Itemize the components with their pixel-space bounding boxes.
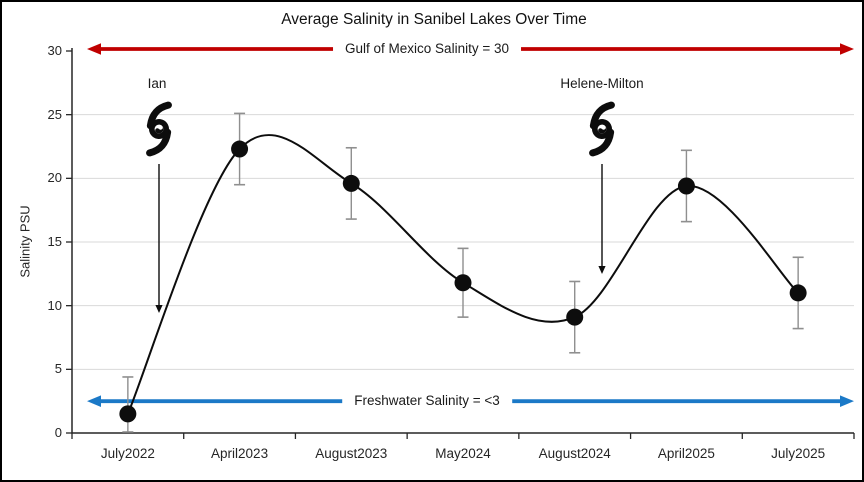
x-tick-label: April2025 <box>657 446 715 461</box>
y-axis-title: Salinity PSU <box>17 205 33 278</box>
gulf-reference-arrow-head-right <box>840 43 854 55</box>
data-point <box>677 177 695 195</box>
x-tick-label: May2024 <box>435 446 491 461</box>
gulf-reference-label: Gulf of Mexico Salinity = 30 <box>333 40 521 58</box>
annotation-label-ian: Ian <box>147 76 167 91</box>
x-tick-label: August2024 <box>538 446 611 461</box>
data-point <box>342 174 360 192</box>
chart-title: Average Salinity in Sanibel Lakes Over T… <box>281 11 587 28</box>
hurricane-icon-helene-milton <box>589 103 616 155</box>
y-tick-label: 30 <box>47 43 62 58</box>
annotation-arrow-helene-milton-head <box>598 266 606 274</box>
y-tick-label: 5 <box>54 361 62 377</box>
gulf-reference-arrow-head-left <box>87 43 101 55</box>
y-tick-label: 25 <box>47 106 62 122</box>
freshwater-reference-arrow-head-left <box>87 395 101 407</box>
annotation-label-helene-milton: Helene-Milton <box>560 76 644 91</box>
data-point <box>454 274 472 292</box>
x-tick-label: April2023 <box>211 446 269 461</box>
y-tick-label: 0 <box>54 425 62 440</box>
freshwater-reference-label: Freshwater Salinity = <3 <box>342 392 512 410</box>
axis-lines <box>71 48 854 434</box>
data-point <box>231 140 249 158</box>
x-tick-label: August2023 <box>315 446 388 461</box>
freshwater-reference-arrow-head-right <box>840 395 854 407</box>
data-point <box>119 405 137 423</box>
y-tick-label: 15 <box>47 234 62 249</box>
y-tick-label: 20 <box>47 170 62 186</box>
data-point <box>566 308 584 326</box>
x-tick-label: July2022 <box>100 446 155 461</box>
x-tick-label: July2025 <box>771 446 826 461</box>
y-tick-label: 10 <box>47 297 62 313</box>
data-point <box>789 284 807 302</box>
hurricane-icon-ian <box>146 103 173 155</box>
annotation-arrow-ian-head <box>155 305 163 313</box>
